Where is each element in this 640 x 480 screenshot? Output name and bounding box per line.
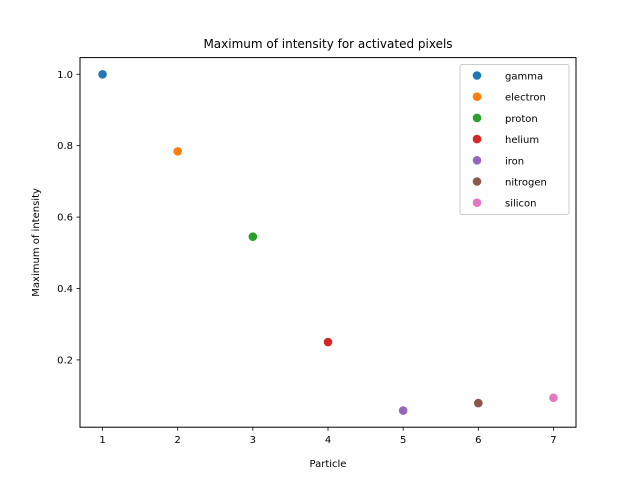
data-point-iron: [398, 406, 408, 415]
x-tick-label: 7: [550, 435, 556, 446]
data-point-gamma: [98, 69, 107, 79]
x-tick-label: 5: [400, 435, 406, 446]
chart-title: Maximum of intensity for activated pixel…: [203, 37, 452, 51]
legend-label-nitrogen: nitrogen: [505, 178, 547, 189]
legend-frame: [459, 64, 570, 215]
y-tick-label: 1.0: [57, 70, 73, 81]
data-point-electron: [173, 147, 182, 156]
legend-label-gamma: gamma: [505, 72, 543, 83]
legend-marker-helium: [472, 134, 482, 144]
x-tick-label: 4: [325, 435, 331, 446]
x-tick-label: 3: [250, 435, 256, 446]
y-tick-label: 0.2: [57, 355, 73, 366]
ticks-layer: 1 2 3 4 5 6 7 0.2 0.4 0.6 0.8 1.0: [57, 70, 557, 446]
x-tick-label: 1: [99, 435, 105, 446]
legend-marker-iron: [472, 156, 482, 165]
data-point-nitrogen: [474, 398, 483, 408]
data-point-proton: [248, 232, 258, 242]
legend-label-silicon: silicon: [505, 199, 537, 210]
legend-marker-proton: [472, 113, 482, 123]
data-point-silicon: [549, 393, 558, 403]
points-layer: [98, 69, 558, 415]
legend-marker-electron: [472, 92, 482, 101]
legend-marker-gamma: [472, 71, 482, 80]
legend-marker-silicon: [472, 198, 482, 207]
y-tick-label: 0.4: [57, 284, 73, 295]
x-tick-label: 6: [475, 435, 481, 446]
legend-label-iron: iron: [505, 156, 524, 167]
legend-label-helium: helium: [505, 135, 539, 146]
plot-frame: [79, 57, 577, 428]
legend-marker-nitrogen: [472, 177, 482, 186]
x-tick-label: 2: [175, 435, 181, 446]
x-axis-title: Particle: [310, 459, 347, 470]
data-point-helium: [323, 337, 333, 347]
y-tick-label: 0.6: [57, 213, 73, 224]
legend-label-electron: electron: [505, 93, 546, 104]
y-tick-label: 0.8: [57, 141, 73, 152]
y-axis-title: Maximum of intensity: [31, 188, 42, 297]
legend-label-proton: proton: [505, 114, 538, 125]
legend: gamma electron proton helium iron nitrogen sil…: [459, 64, 570, 215]
